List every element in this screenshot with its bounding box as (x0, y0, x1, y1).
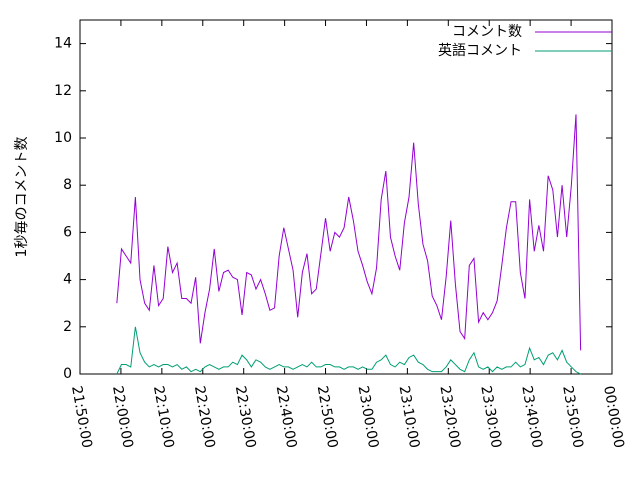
legend-label: コメント数 (452, 24, 522, 40)
x-tick-label: 23:30:00 (477, 385, 504, 450)
y-tick-label: 2 (63, 319, 72, 335)
y-tick-label: 10 (54, 130, 72, 146)
x-tick-label: 23:00:00 (355, 385, 382, 450)
x-tick-label: 22:50:00 (314, 385, 341, 450)
x-tick-label: 23:40:00 (518, 385, 545, 450)
legend-label: 英語コメント (438, 42, 522, 59)
y-tick-label: 14 (54, 36, 72, 52)
data-line (116, 114, 582, 351)
x-tick-label: 21:50:00 (68, 385, 95, 450)
x-tick-label: 22:00:00 (109, 385, 136, 450)
x-tick-label: 22:10:00 (150, 385, 177, 450)
y-tick-label: 0 (63, 366, 72, 382)
x-tick-label: 23:50:00 (559, 385, 586, 450)
y-axis-label: 1秒毎のコメント数 (14, 137, 30, 258)
y-tick-label: 4 (63, 272, 72, 288)
x-tick-label: 22:30:00 (232, 385, 259, 450)
data-line (116, 326, 581, 375)
y-tick-label: 8 (63, 177, 72, 193)
plot-frame (79, 19, 613, 375)
y-tick-label: 12 (54, 83, 72, 99)
y-tick-label: 6 (63, 224, 72, 240)
x-tick-label: 00:00:00 (600, 385, 627, 450)
x-tick-label: 23:10:00 (396, 385, 423, 450)
x-tick-label: 23:20:00 (436, 385, 463, 450)
x-tick-label: 22:20:00 (191, 385, 218, 450)
x-tick-label: 22:40:00 (273, 385, 300, 450)
